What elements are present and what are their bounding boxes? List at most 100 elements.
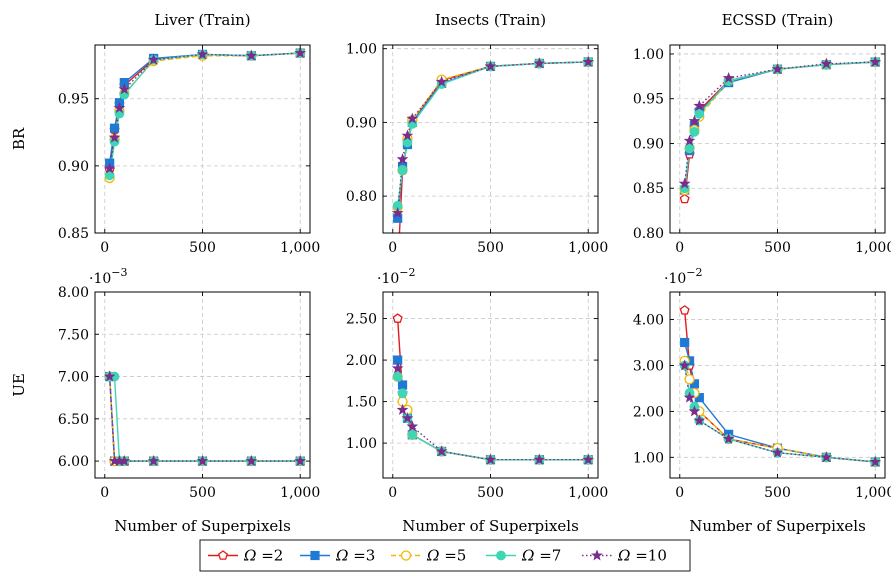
x-tick-label: 0	[388, 485, 397, 501]
series-group	[103, 46, 307, 184]
data-point	[245, 454, 258, 467]
legend-label: Ω =10	[617, 547, 667, 565]
y-tick-label: 7.00	[58, 370, 89, 386]
legend-label: Ω =7	[521, 547, 561, 565]
x-tick-label: 1,000	[855, 240, 891, 256]
series-line-2	[683, 61, 876, 191]
series-group	[678, 305, 882, 468]
data-point	[196, 454, 209, 467]
series-line-4	[396, 61, 589, 206]
data-point	[771, 63, 784, 75]
data-point	[118, 83, 131, 95]
legend-item: Ω =3	[300, 547, 375, 565]
subplot-1: 0 500 1,000 0.85 0.90 0.95 Liver (Train) BR	[10, 11, 320, 256]
data-point	[397, 388, 408, 399]
data-point	[693, 99, 706, 111]
data-point	[147, 53, 160, 65]
y-axis-label: BR	[10, 127, 28, 150]
x-tick-label: 1,000	[280, 240, 320, 256]
legend-item: Ω =7	[486, 547, 561, 565]
data-point	[683, 391, 696, 403]
subplot-6: 0 500 1,000 1.00 2.00 3.00 4.00 Number of Super…	[633, 266, 891, 535]
series-line-5	[396, 61, 589, 214]
x-tick-label: 500	[189, 240, 216, 256]
x-tick-label: 500	[764, 240, 791, 256]
y-tick-label: 6.50	[58, 412, 89, 428]
scale-factor-label: ·10−3	[89, 266, 127, 287]
legend-marker	[310, 550, 320, 561]
y-tick-label: 4.00	[633, 313, 664, 329]
data-point	[401, 129, 414, 141]
y-tick-label: 3.00	[633, 358, 664, 374]
y-tick-label: 0.80	[633, 226, 664, 242]
series-line-2	[396, 61, 589, 219]
data-point	[407, 429, 418, 440]
y-tick-label: 0.80	[346, 189, 377, 205]
data-point	[401, 412, 414, 424]
legend-marker	[400, 550, 412, 561]
data-point	[688, 405, 701, 417]
series-line-5	[683, 61, 876, 184]
data-point	[722, 71, 735, 84]
y-tick-label: 0.90	[633, 136, 664, 152]
subplot-title: ECSSD (Train)	[722, 11, 834, 29]
y-tick-label: 6.00	[58, 454, 89, 470]
data-point	[196, 48, 209, 60]
x-tick-label: 0	[388, 240, 397, 256]
x-tick-label: 500	[764, 485, 791, 501]
data-point	[582, 55, 595, 67]
data-point	[694, 109, 705, 119]
data-point	[688, 114, 701, 127]
legend-item: Ω =10	[582, 547, 667, 565]
data-point	[435, 445, 448, 457]
series-line-1	[396, 318, 589, 461]
data-point	[869, 455, 882, 467]
data-point	[103, 162, 116, 174]
legend-label: Ω =3	[335, 547, 375, 565]
legend: Ω =2 Ω =3 Ω =5 Ω =7 Ω =10	[199, 539, 691, 572]
y-tick-label: 0.95	[633, 92, 664, 108]
y-tick-label: 0.95	[58, 92, 89, 108]
data-point	[103, 370, 116, 382]
data-point	[108, 131, 121, 143]
data-point	[484, 60, 497, 72]
x-axis-label: Number of Superpixels	[689, 517, 866, 535]
y-tick-label: 2.50	[346, 312, 377, 328]
data-point	[722, 432, 735, 444]
data-point	[147, 454, 160, 467]
series-line-4	[683, 61, 876, 189]
series-group	[103, 370, 307, 467]
series-line-2	[396, 359, 589, 461]
data-point	[679, 193, 690, 204]
series-group	[391, 313, 595, 465]
x-tick-label: 500	[189, 485, 216, 501]
data-point	[245, 49, 258, 61]
data-point	[684, 374, 695, 385]
y-tick-label: 1.00	[633, 450, 664, 466]
data-point	[113, 101, 126, 114]
data-point	[391, 362, 404, 374]
x-tick-label: 0	[100, 485, 109, 501]
x-tick-label: 0	[675, 485, 684, 501]
y-tick-label: 0.90	[58, 159, 89, 175]
subplot-title: Insects (Train)	[435, 11, 546, 29]
subplot-4: 0 500 1,000 6.00 6.50 7.00 7.50 8.00 UE Number of…	[10, 266, 320, 535]
series-line-3	[396, 61, 589, 208]
data-point	[392, 371, 403, 382]
scale-factor-label: ·10−2	[664, 266, 702, 287]
x-tick-label: 1,000	[855, 485, 891, 501]
y-tick-label: 1.00	[633, 47, 664, 63]
x-tick-label: 0	[100, 240, 109, 256]
y-tick-label: 1.00	[346, 42, 377, 58]
series-line-1	[398, 61, 589, 233]
legend-marker	[591, 549, 603, 561]
data-point	[118, 454, 131, 467]
x-tick-label: 500	[477, 485, 504, 501]
y-tick-label: 2.00	[633, 404, 664, 420]
x-tick-label: 1,000	[280, 485, 320, 501]
legend-frame	[199, 539, 691, 572]
data-point	[294, 46, 307, 59]
data-point	[693, 414, 706, 426]
subplot-title: Liver (Train)	[154, 11, 250, 29]
